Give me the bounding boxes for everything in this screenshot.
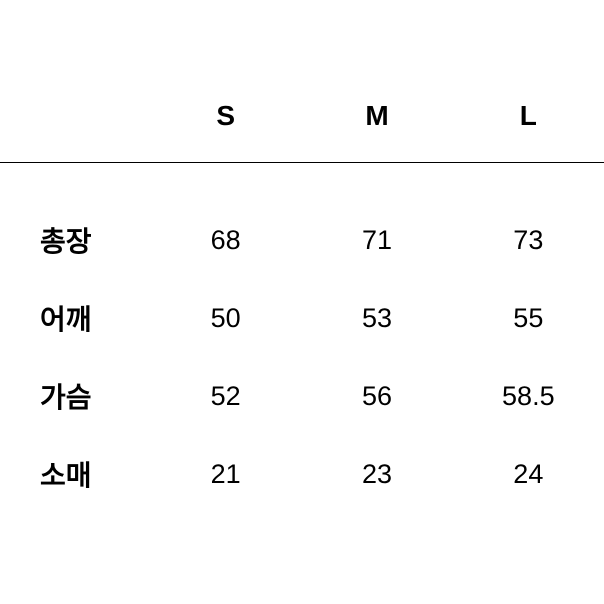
header-col-m: M [301,100,452,132]
row-value: 52 [150,381,301,412]
row-value: 23 [301,459,452,490]
table-row: 어깨 50 53 55 [0,279,604,357]
header-empty-cell [0,100,150,132]
table-row: 가슴 52 56 58.5 [0,357,604,435]
table-row: 소매 21 23 24 [0,435,604,513]
row-value: 55 [453,303,604,334]
header-col-s: S [150,100,301,132]
row-label: 총장 [0,220,150,260]
row-value: 58.5 [453,381,604,412]
row-value: 73 [453,225,604,256]
row-value: 71 [301,225,452,256]
row-label: 어깨 [0,298,150,338]
row-value: 68 [150,225,301,256]
row-value: 50 [150,303,301,334]
header-col-l: L [453,100,604,132]
table-header-row: S M L [0,100,604,163]
row-label: 가슴 [0,376,150,416]
size-table: S M L 총장 68 71 73 어깨 50 53 55 가슴 52 56 5… [0,100,604,513]
row-value: 21 [150,459,301,490]
row-value: 24 [453,459,604,490]
row-label: 소매 [0,454,150,494]
row-value: 53 [301,303,452,334]
row-value: 56 [301,381,452,412]
table-row: 총장 68 71 73 [0,201,604,279]
